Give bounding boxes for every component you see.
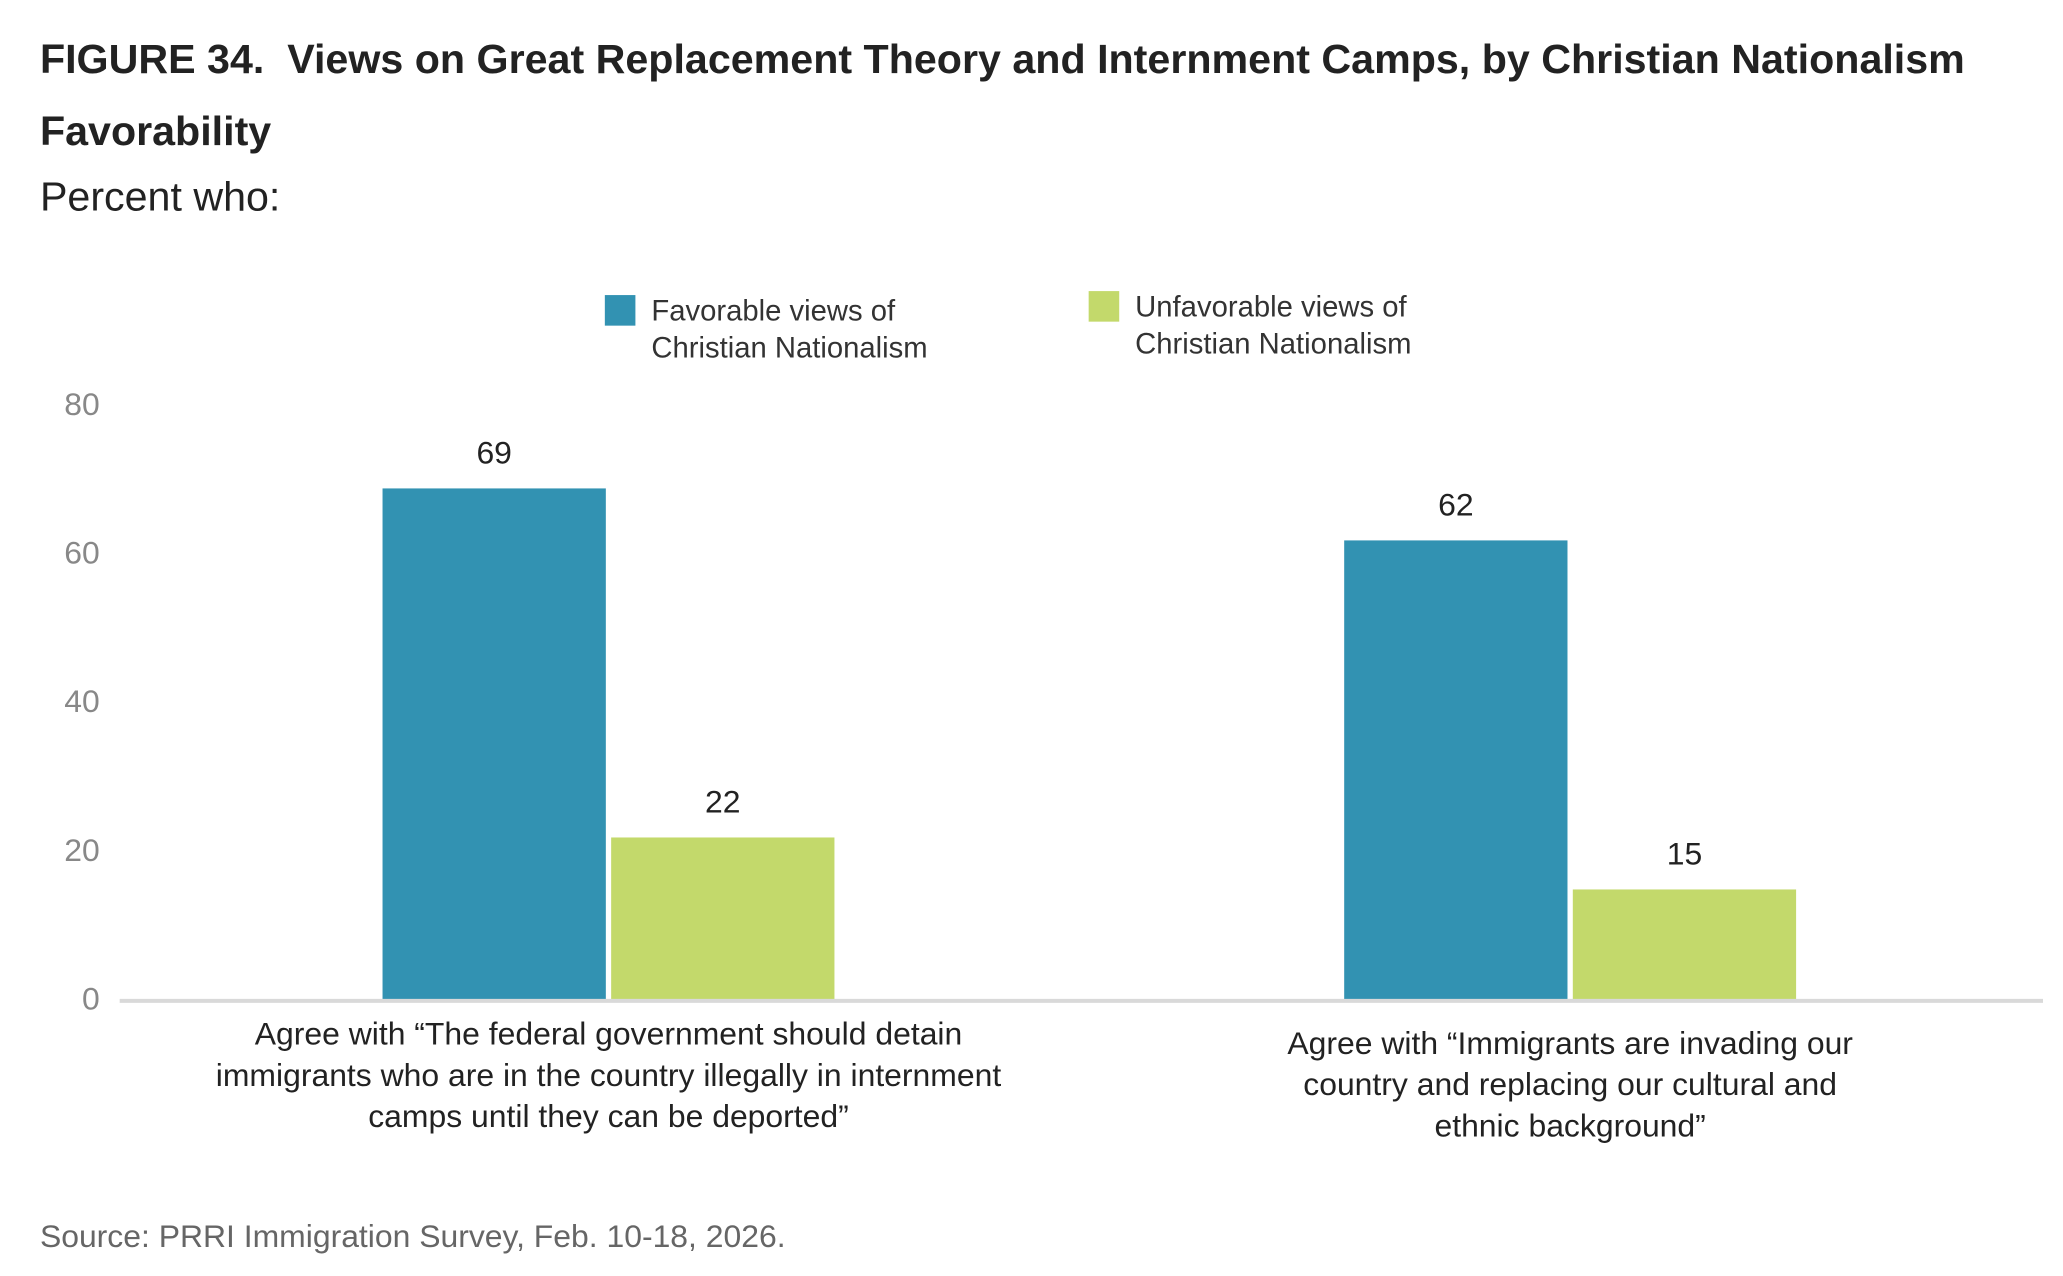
chart-subtitle: Percent who: xyxy=(40,173,280,219)
value-label: 62 xyxy=(1438,487,1473,523)
source: Source: PRRI Immigration Survey, Feb. 10… xyxy=(40,1218,786,1254)
y-tick-label: 80 xyxy=(64,386,99,422)
x-tick-label: Agree with “Immigrants are invading our … xyxy=(1287,1026,1853,1145)
legend-label-box: Unfavorable views of Christian Nationali… xyxy=(1135,289,1412,361)
bar xyxy=(1572,889,1797,1001)
bar xyxy=(382,488,606,1001)
value-label: 22 xyxy=(705,784,740,820)
x-tick-label: Agree with “The federal government shoul… xyxy=(215,1016,1002,1136)
title-box: FIGURE 34. Views on Great Replacement Th… xyxy=(39,35,1977,155)
legend-swatch xyxy=(604,295,636,326)
bar xyxy=(611,837,835,1001)
bar xyxy=(1344,540,1568,1001)
y-tick-label: 0 xyxy=(82,980,100,1016)
x-tick-label-box: Agree with “The federal government shoul… xyxy=(215,1016,1002,1136)
value-label: 69 xyxy=(476,435,511,471)
chart-title: FIGURE 34. Views on Great Replacement Th… xyxy=(39,35,1977,155)
legend-label-box: Favorable views of Christian Nationalism xyxy=(651,293,928,365)
y-tick-label: 20 xyxy=(64,832,99,868)
value-label: 15 xyxy=(1667,836,1702,872)
legend-swatch xyxy=(1088,291,1120,322)
legend-label: Unfavorable views of Christian Nationali… xyxy=(1135,289,1412,361)
legend-label: Favorable views of Christian Nationalism xyxy=(651,293,928,365)
y-tick-label: 60 xyxy=(64,535,99,571)
y-tick-label: 40 xyxy=(64,683,99,719)
x-tick-label-box: Agree with “Immigrants are invading our … xyxy=(1287,1026,1853,1145)
